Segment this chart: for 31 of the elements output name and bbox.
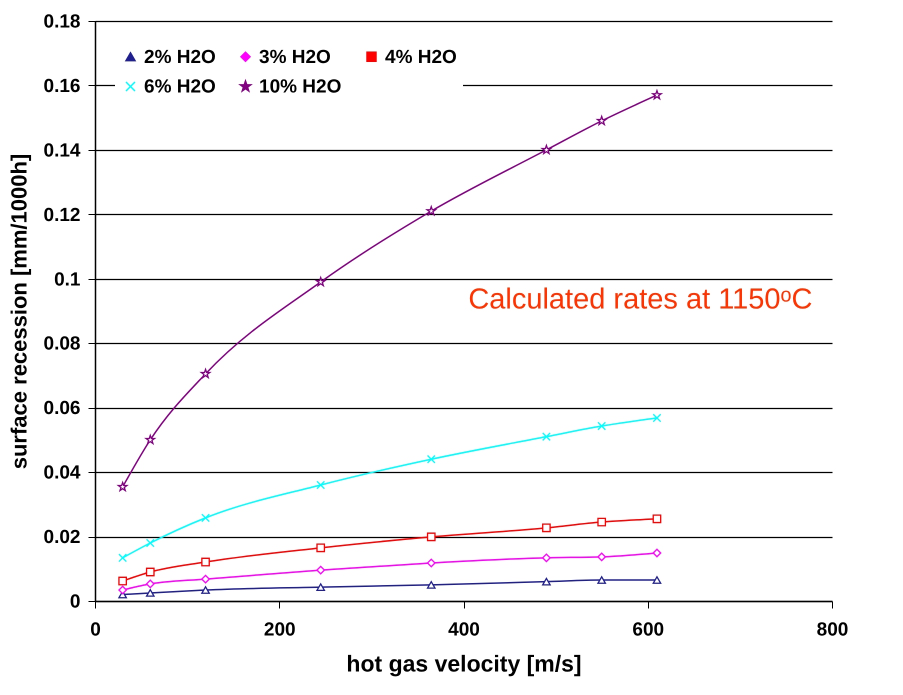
x-tick-label: 0	[90, 620, 101, 640]
legend-label: 6% H2O	[144, 76, 216, 98]
legend-label: 10% H2O	[259, 76, 342, 98]
y-tick-label: 0.04	[44, 462, 81, 484]
x-tick-label: 400	[448, 620, 480, 640]
y-tick-label: 0.08	[44, 334, 80, 355]
x-tick-label: 600	[632, 620, 664, 640]
legend-label: 2% H2O	[144, 46, 216, 68]
point	[652, 414, 662, 422]
y-tick-label: 0.02	[44, 527, 80, 548]
point	[201, 514, 210, 522]
point	[542, 432, 551, 442]
y-tick-label: 0.16	[44, 76, 80, 97]
point	[316, 480, 326, 490]
y-tick-label: 0.14	[44, 140, 81, 162]
x-tick-label: 200	[264, 620, 296, 640]
y-tick-label: 0.12	[44, 204, 80, 226]
annotation: Calculated rates at 1150ᵒC	[468, 283, 812, 316]
point	[146, 538, 155, 548]
x-tick-label: 800	[816, 620, 848, 640]
y-tick-label: 0.06	[44, 398, 80, 420]
y-axis-title: surface recession [mm/1000h]	[6, 154, 32, 470]
legend-label: 3% H2O	[259, 46, 331, 68]
legend-label: 4% H2O	[385, 46, 457, 68]
x-axis-title: hot gas velocity [m/s]	[346, 650, 582, 676]
point	[118, 553, 127, 562]
point	[597, 422, 606, 430]
y-tick-label: 0.1	[54, 269, 81, 290]
point	[426, 454, 436, 464]
y-tick-label: 0.18	[44, 12, 80, 32]
y-tick-label: 0	[70, 592, 80, 612]
